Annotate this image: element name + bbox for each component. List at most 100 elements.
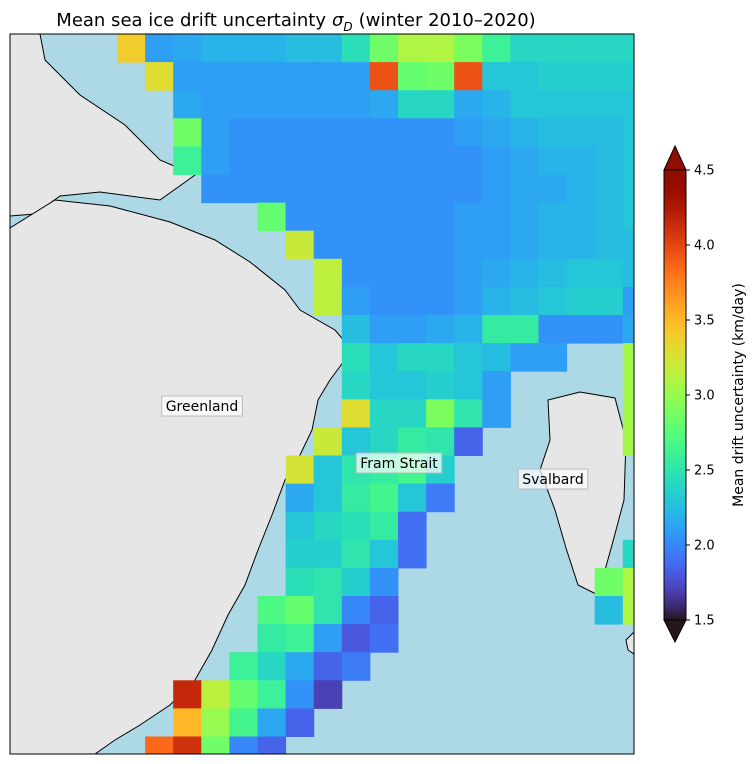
- grid-cell: [341, 399, 371, 428]
- title-period: (winter 2010–2020): [359, 10, 536, 31]
- title: Mean sea ice drift uncertainty σD (winter …: [56, 10, 535, 34]
- grid-cell: [594, 34, 624, 63]
- grid-cell: [622, 230, 634, 260]
- grid-cell: [145, 736, 174, 754]
- grid-cell: [454, 343, 483, 372]
- colorbar-tick-label: 4.5: [694, 164, 715, 179]
- title-subscript: D: [343, 20, 352, 34]
- grid-cell: [482, 90, 511, 119]
- grid-cell: [285, 652, 315, 681]
- grid-cell: [285, 202, 315, 232]
- grid-cell: [398, 427, 427, 456]
- annotation: Fram Strait: [360, 456, 438, 472]
- grid-cell: [398, 202, 427, 232]
- grid-cell: [594, 258, 624, 288]
- grid-cell: [369, 511, 399, 541]
- title-symbol: σ: [332, 10, 344, 31]
- grid-cell: [398, 230, 427, 260]
- grid-cell: [398, 258, 427, 288]
- grid-cell: [257, 34, 287, 63]
- grid-cell: [369, 371, 399, 400]
- grid-cell: [173, 34, 202, 63]
- grid-cell: [566, 174, 596, 204]
- grid-cell: [482, 258, 511, 288]
- grid-cell: [510, 286, 539, 316]
- grid-cell: [313, 511, 343, 541]
- grid-cell: [313, 90, 343, 119]
- grid-cell: [285, 146, 315, 175]
- grid-cell: [369, 62, 399, 91]
- grid-cell: [173, 146, 202, 175]
- grid-cell: [566, 62, 596, 91]
- grid-cell: [341, 62, 371, 91]
- grid-cell: [398, 399, 427, 428]
- grid-cell: [369, 202, 399, 232]
- grid-cell: [173, 680, 202, 709]
- grid-cell: [622, 539, 634, 569]
- colorbar-body: [663, 169, 687, 621]
- grid-cell: [257, 652, 287, 681]
- grid-cell: [285, 34, 315, 63]
- annotation: Greenland: [166, 399, 239, 415]
- colorbar-tick-label: 2.0: [694, 539, 715, 554]
- grid-cell: [313, 34, 343, 63]
- grid-cell: [454, 146, 483, 175]
- grid-cell: [482, 315, 511, 344]
- grid-cell: [398, 90, 427, 119]
- grid-cell: [594, 90, 624, 119]
- grid-cell: [482, 343, 511, 372]
- grid-cell: [622, 315, 634, 344]
- grid-cell: [257, 146, 287, 175]
- grid-cell: [566, 118, 596, 147]
- grid-cell: [369, 146, 399, 175]
- grid-cell: [622, 427, 634, 456]
- grid-cell: [510, 230, 539, 260]
- annotation-box: [517, 468, 589, 490]
- grid-cell: [201, 736, 230, 754]
- grid-cell: [622, 596, 634, 625]
- grid-cell: [622, 567, 634, 597]
- title-main: Mean sea ice drift uncertainty: [56, 10, 326, 31]
- grid-cell: [173, 118, 202, 147]
- grid-cell: [145, 34, 174, 63]
- grid-cell: [313, 258, 343, 288]
- grid-cell: [538, 34, 568, 63]
- grid-cell: [594, 62, 624, 91]
- cells: [117, 34, 634, 754]
- grid-cell: [510, 62, 539, 91]
- annotation: Svalbard: [522, 472, 584, 488]
- grid-cell: [454, 286, 483, 316]
- grid-cell: [173, 708, 202, 737]
- grid-cell: [482, 286, 511, 316]
- grid-cell: [398, 286, 427, 316]
- grid-cell: [341, 539, 371, 569]
- grid-cell: [313, 146, 343, 175]
- grid-cell: [285, 708, 315, 737]
- grid-cell: [257, 62, 287, 91]
- grid-cell: [341, 652, 371, 681]
- grid-cell: [398, 118, 427, 147]
- grid-cell: [285, 680, 315, 709]
- grid-cell: [398, 539, 427, 569]
- grid-cell: [341, 511, 371, 541]
- grid-cell: [369, 118, 399, 147]
- grid-cell: [594, 315, 624, 344]
- grid-cell: [538, 202, 568, 232]
- grid-cell: [622, 399, 634, 428]
- grid-cell: [538, 174, 568, 204]
- grid-cell: [369, 399, 399, 428]
- grid-cell: [285, 511, 315, 541]
- grid-cell: [398, 146, 427, 175]
- grid-cell: [229, 736, 258, 754]
- grid-cell: [594, 202, 624, 232]
- grid-cell: [594, 567, 624, 597]
- colorbar-tick-label: 3.0: [694, 389, 715, 404]
- grid-cell: [622, 371, 634, 400]
- grid-cell: [201, 34, 230, 63]
- grid-cell: [510, 202, 539, 232]
- grid-cell: [454, 427, 483, 456]
- grid-cell: [341, 90, 371, 119]
- grid-cell: [594, 230, 624, 260]
- grid-cell: [622, 90, 634, 119]
